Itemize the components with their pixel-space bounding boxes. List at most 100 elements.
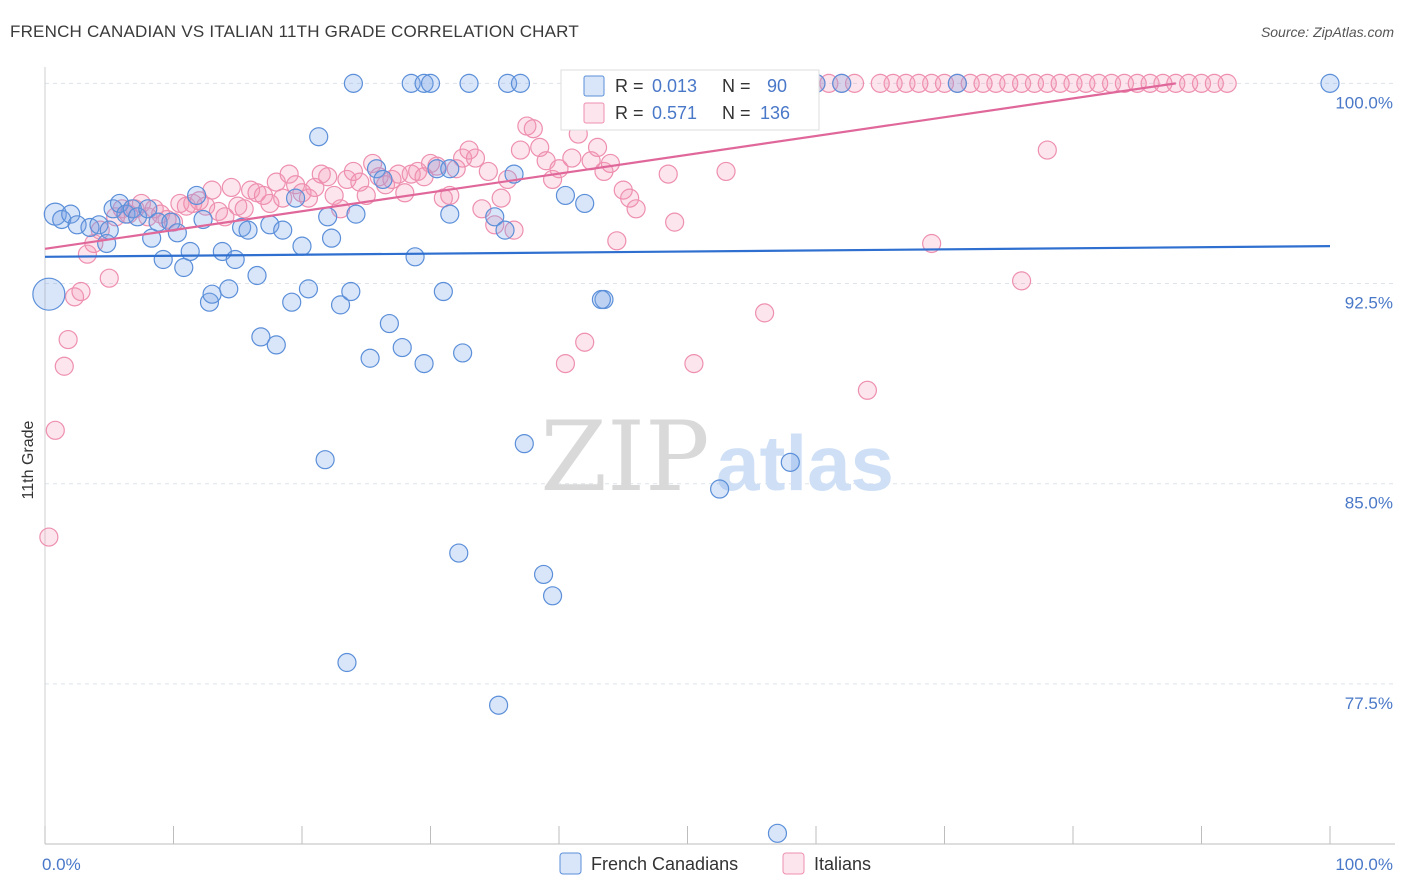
italians-point: [202, 180, 222, 200]
french-canadians-point: [405, 247, 425, 267]
french-canadians-point: [225, 249, 245, 270]
italians-point: [279, 164, 299, 184]
french-canadians-point: [453, 343, 473, 363]
french-canadians-point: [489, 695, 509, 715]
french-canadians-point: [555, 185, 576, 206]
french-canadians-point: [99, 220, 119, 240]
french-canadians-point: [282, 292, 302, 312]
french-canadians-point: [153, 249, 173, 270]
series-legend-swatch-french: [559, 852, 582, 875]
french-canadians-point: [346, 204, 366, 224]
french-canadians-point: [318, 207, 338, 227]
series-legend: French Canadians Italians: [559, 852, 871, 875]
watermark-atlas: atlas: [716, 419, 894, 507]
french-canadians-point: [315, 450, 335, 470]
french-canadians-point: [495, 220, 515, 240]
italians-point: [909, 73, 929, 93]
french-canadians-point: [440, 204, 460, 224]
y-tick-labels: 77.5% 85.0% 92.5% 100.0%: [1335, 93, 1393, 713]
y-tick-label: 92.5%: [1345, 294, 1393, 313]
watermark: ZIP atlas: [540, 401, 894, 513]
italians-point: [343, 161, 363, 182]
y-tick-label: 77.5%: [1345, 694, 1393, 713]
italians-point: [253, 185, 274, 206]
chart-title: FRENCH CANADIAN VS ITALIAN 11TH GRADE CO…: [10, 22, 579, 41]
french-canadians-point: [167, 223, 187, 243]
french-canadians-point: [485, 207, 505, 227]
french-canadians-point: [330, 295, 351, 315]
french-canadians-point: [109, 193, 130, 214]
italians-point: [260, 193, 280, 214]
italians-point: [523, 119, 543, 139]
french-canadians-point: [341, 281, 361, 302]
italians-point: [375, 175, 396, 195]
french-canadians-point: [273, 220, 293, 240]
french-canadians-point: [780, 452, 800, 472]
legend-swatch-italian: [583, 102, 605, 124]
italians-point: [234, 199, 254, 219]
watermark-zip: ZIP: [540, 401, 709, 513]
italians-point: [754, 303, 775, 323]
italians-point: [1204, 73, 1224, 93]
italians-point: [562, 148, 582, 168]
french-canadians-point: [542, 586, 563, 606]
x-tick-label: 0.0%: [42, 855, 81, 874]
italians-point: [54, 356, 74, 376]
french-canadians-point: [449, 543, 469, 563]
x-tick-label: 100.0%: [1335, 855, 1393, 874]
french-canadians-point: [52, 209, 72, 230]
french-canadians-point: [373, 169, 393, 190]
legend-n-label-french: N =: [722, 76, 751, 96]
italians-point: [292, 183, 312, 203]
french-canadians-point: [32, 277, 66, 311]
y-axis-label: 11th Grade: [20, 420, 37, 499]
french-canadians-point: [251, 327, 271, 347]
italians-point: [39, 527, 59, 547]
french-canadians-point: [219, 279, 239, 299]
french-canadians-point: [459, 73, 479, 93]
y-tick-label: 85.0%: [1345, 494, 1393, 513]
axes: [44, 67, 1395, 845]
italians-point: [607, 231, 627, 251]
italians-point: [318, 167, 338, 187]
french-canadians-point: [440, 159, 460, 179]
french-canadians-point: [285, 188, 306, 208]
italians-point: [1011, 271, 1032, 291]
french-canadians-point: [1320, 73, 1340, 93]
italians-trend-line: [44, 82, 1176, 250]
legend-n-value-italian: 136: [760, 103, 790, 123]
italians-point: [665, 212, 685, 232]
italians-point: [208, 201, 229, 222]
french-canadians-point: [116, 204, 136, 224]
italians-point: [510, 140, 531, 160]
italians-point: [356, 185, 376, 206]
italians-point: [58, 329, 78, 350]
italians-point: [478, 161, 498, 182]
french-canadians-point: [414, 73, 434, 93]
legend-n-value-french: 90: [767, 76, 787, 96]
italians-point: [1024, 73, 1045, 93]
french-canadians-point: [947, 73, 967, 93]
italians-point: [465, 148, 486, 168]
legend-n-label-italian: N =: [722, 103, 751, 123]
french-canadians-point: [414, 353, 434, 374]
italians-point: [64, 287, 85, 307]
italians-point: [189, 191, 209, 211]
italians-point: [99, 268, 119, 288]
french-canadians-point: [366, 159, 387, 179]
french-canadians-point: [533, 564, 554, 585]
legend-r-value-french: 0.013: [652, 76, 697, 96]
italians-point: [395, 183, 415, 203]
french-canadians-trend-line: [44, 245, 1331, 258]
y-tick-label: 100.0%: [1335, 93, 1393, 112]
italians-point: [1037, 140, 1057, 160]
italians-point: [221, 177, 241, 198]
source-credit: Source: ZipAtlas.com: [1260, 24, 1394, 40]
italians-point: [491, 188, 511, 208]
french-canadians-point: [199, 292, 220, 312]
series-legend-swatch-italian: [782, 852, 805, 875]
french-canadians-point: [202, 284, 222, 304]
legend-r-label-french: R =: [615, 76, 644, 96]
italians-point: [575, 332, 595, 352]
